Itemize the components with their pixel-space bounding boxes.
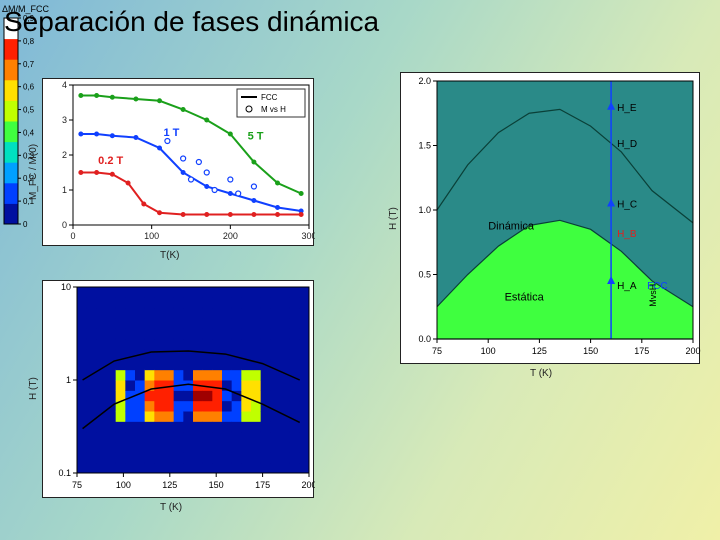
chart-right-phase: DinámicaEstáticaH_EH_DH_CH_BH_AFCCMvsH75… bbox=[400, 72, 700, 364]
svg-text:0.5: 0.5 bbox=[418, 270, 431, 280]
chart-bl-ylabel: H (T) bbox=[28, 377, 39, 400]
svg-text:0.1: 0.1 bbox=[58, 468, 71, 478]
svg-text:0,4: 0,4 bbox=[23, 128, 35, 137]
svg-text:100: 100 bbox=[144, 231, 159, 241]
svg-text:3: 3 bbox=[62, 115, 67, 125]
svg-text:H_B: H_B bbox=[617, 229, 637, 240]
chart-tl-svg: 0 100 200 300 0 1 2 3 4 0.2 T 1 T 5 T FCC M vs H bbox=[43, 79, 315, 247]
svg-text:0: 0 bbox=[23, 220, 28, 229]
svg-text:125: 125 bbox=[162, 480, 177, 490]
svg-text:FCC: FCC bbox=[261, 93, 278, 102]
chart-bl-svg: 75 100 125 150 175 200 0.1 1 10 bbox=[43, 281, 315, 499]
svg-text:H_C: H_C bbox=[617, 200, 637, 211]
svg-text:0,5: 0,5 bbox=[23, 106, 35, 115]
svg-text:2.0: 2.0 bbox=[418, 76, 431, 86]
svg-text:Estática: Estática bbox=[505, 291, 545, 303]
chart-bl-xlabel: T (K) bbox=[160, 502, 182, 513]
svg-text:100: 100 bbox=[481, 346, 496, 356]
svg-text:10: 10 bbox=[61, 282, 71, 292]
svg-text:0,8: 0,8 bbox=[23, 37, 35, 46]
svg-text:1: 1 bbox=[62, 185, 67, 195]
svg-text:H_E: H_E bbox=[617, 103, 637, 114]
svg-text:0.2 T: 0.2 T bbox=[98, 155, 123, 167]
svg-text:1.0: 1.0 bbox=[418, 205, 431, 215]
chart-top-left: 0 100 200 300 0 1 2 3 4 0.2 T 1 T 5 T FCC M vs H bbox=[42, 78, 314, 246]
svg-text:Dinámica: Dinámica bbox=[488, 220, 535, 232]
svg-text:1: 1 bbox=[66, 375, 71, 385]
svg-text:0: 0 bbox=[62, 220, 67, 230]
svg-text:0,7: 0,7 bbox=[23, 60, 35, 69]
chart-r-xlabel: T (K) bbox=[530, 368, 552, 379]
svg-text:MvsH: MvsH bbox=[648, 284, 658, 307]
svg-text:200: 200 bbox=[301, 480, 315, 490]
svg-text:175: 175 bbox=[634, 346, 649, 356]
chart-r-ylabel: H (T) bbox=[388, 207, 399, 230]
svg-text:H_A: H_A bbox=[617, 281, 637, 292]
chart-tl-xlabel: T(K) bbox=[160, 250, 179, 261]
svg-text:2: 2 bbox=[62, 150, 67, 160]
svg-text:0,6: 0,6 bbox=[23, 83, 35, 92]
svg-text:H_D: H_D bbox=[617, 139, 637, 150]
svg-text:1.5: 1.5 bbox=[418, 141, 431, 151]
svg-text:75: 75 bbox=[432, 346, 442, 356]
svg-text:200: 200 bbox=[223, 231, 238, 241]
svg-text:150: 150 bbox=[209, 480, 224, 490]
svg-text:4: 4 bbox=[62, 80, 67, 90]
svg-text:125: 125 bbox=[532, 346, 547, 356]
svg-text:M vs H: M vs H bbox=[261, 105, 286, 114]
chart-r-svg: DinámicaEstáticaH_EH_DH_CH_BH_AFCCMvsH75… bbox=[401, 73, 701, 365]
svg-text:5 T: 5 T bbox=[248, 130, 264, 142]
svg-text:300: 300 bbox=[301, 231, 315, 241]
svg-text:100: 100 bbox=[116, 480, 131, 490]
svg-text:200: 200 bbox=[685, 346, 700, 356]
chart-tl-ylabel: M_FC / M(0) bbox=[28, 144, 39, 200]
svg-text:1 T: 1 T bbox=[163, 127, 179, 139]
svg-text:150: 150 bbox=[583, 346, 598, 356]
svg-text:75: 75 bbox=[72, 480, 82, 490]
svg-text:0: 0 bbox=[70, 231, 75, 241]
svg-text:175: 175 bbox=[255, 480, 270, 490]
chart-bottom-left-heatmap: 75 100 125 150 175 200 0.1 1 10 bbox=[42, 280, 314, 498]
svg-text:0.0: 0.0 bbox=[418, 334, 431, 344]
slide-title: Separación de fases dinámica bbox=[4, 6, 379, 38]
